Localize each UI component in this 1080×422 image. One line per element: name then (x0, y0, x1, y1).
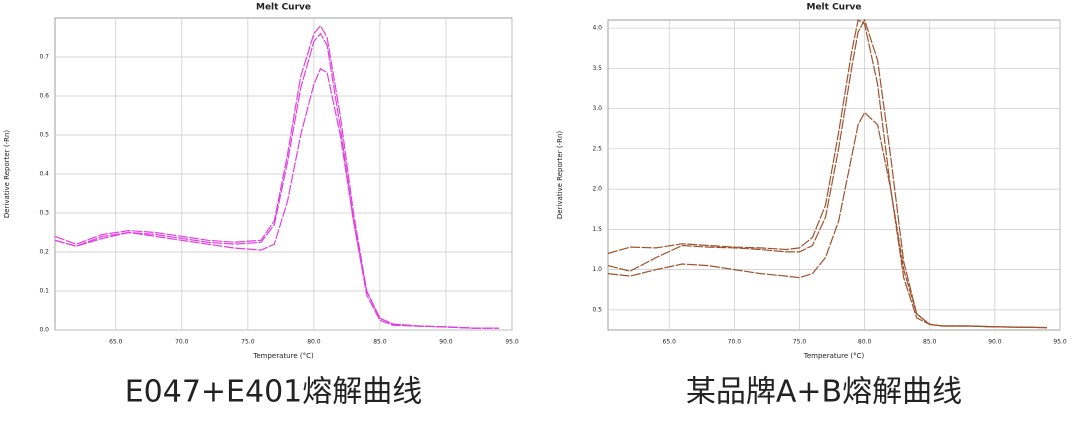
x-tick-label: 90.0 (988, 339, 1002, 346)
y-tick-label: 1.5 (592, 226, 602, 233)
y-tick-label: 4.0 (592, 25, 602, 32)
y-tick-label: 2.5 (592, 145, 602, 152)
x-tick-label: 80.0 (858, 339, 872, 346)
x-tick-label: 80.0 (307, 339, 321, 346)
y-tick-label: 1.0 (592, 266, 602, 273)
x-tick-label: 90.0 (439, 339, 453, 346)
melt-curve (54, 67, 499, 329)
x-tick-label: 70.0 (728, 339, 742, 346)
x-tick-label: 85.0 (923, 339, 937, 346)
x-axis-label: Temperature (°C) (252, 352, 314, 360)
y-tick-label: 0.3 (39, 210, 49, 217)
x-tick-label: 65.0 (663, 339, 677, 346)
x-tick-label: 95.0 (505, 339, 519, 346)
y-tick-label: 0.7 (39, 54, 49, 61)
caption: 某品牌A+B熔解曲线 (686, 375, 962, 410)
plot-area (607, 19, 1061, 331)
y-tick-label: 0.2 (39, 249, 49, 256)
x-tick-label: 85.0 (373, 339, 387, 346)
y-tick-label: 0.5 (39, 132, 49, 139)
x-axis-label: Temperature (°C) (803, 352, 865, 360)
y-tick-label: 3.0 (592, 105, 602, 112)
y-tick-label: 2.0 (592, 186, 602, 193)
chart-title: Melt Curve (806, 3, 861, 13)
x-tick-label: 65.0 (109, 339, 123, 346)
x-tick-label: 75.0 (793, 339, 807, 346)
melt-curve (54, 32, 499, 329)
x-tick-label: 70.0 (175, 339, 189, 346)
y-tick-label: 3.5 (592, 65, 602, 72)
x-tick-label: 95.0 (1053, 339, 1067, 346)
y-tick-label: 0.6 (39, 93, 49, 100)
y-tick-label: 0.0 (39, 327, 49, 334)
y-axis-label: Derivative Reporter (-Rn) (3, 130, 11, 218)
y-tick-label: 0.5 (592, 306, 602, 313)
y-tick-label: 0.4 (39, 171, 49, 178)
x-tick-label: 75.0 (241, 339, 255, 346)
melt-curve (607, 111, 1048, 329)
chart-title: Melt Curve (256, 3, 311, 13)
melt-curve (607, 18, 1048, 329)
y-axis-label: Derivative Reporter (-Rn) (556, 131, 564, 219)
y-tick-label: 0.1 (39, 288, 49, 295)
caption: E047+E401熔解曲线 (125, 375, 423, 410)
